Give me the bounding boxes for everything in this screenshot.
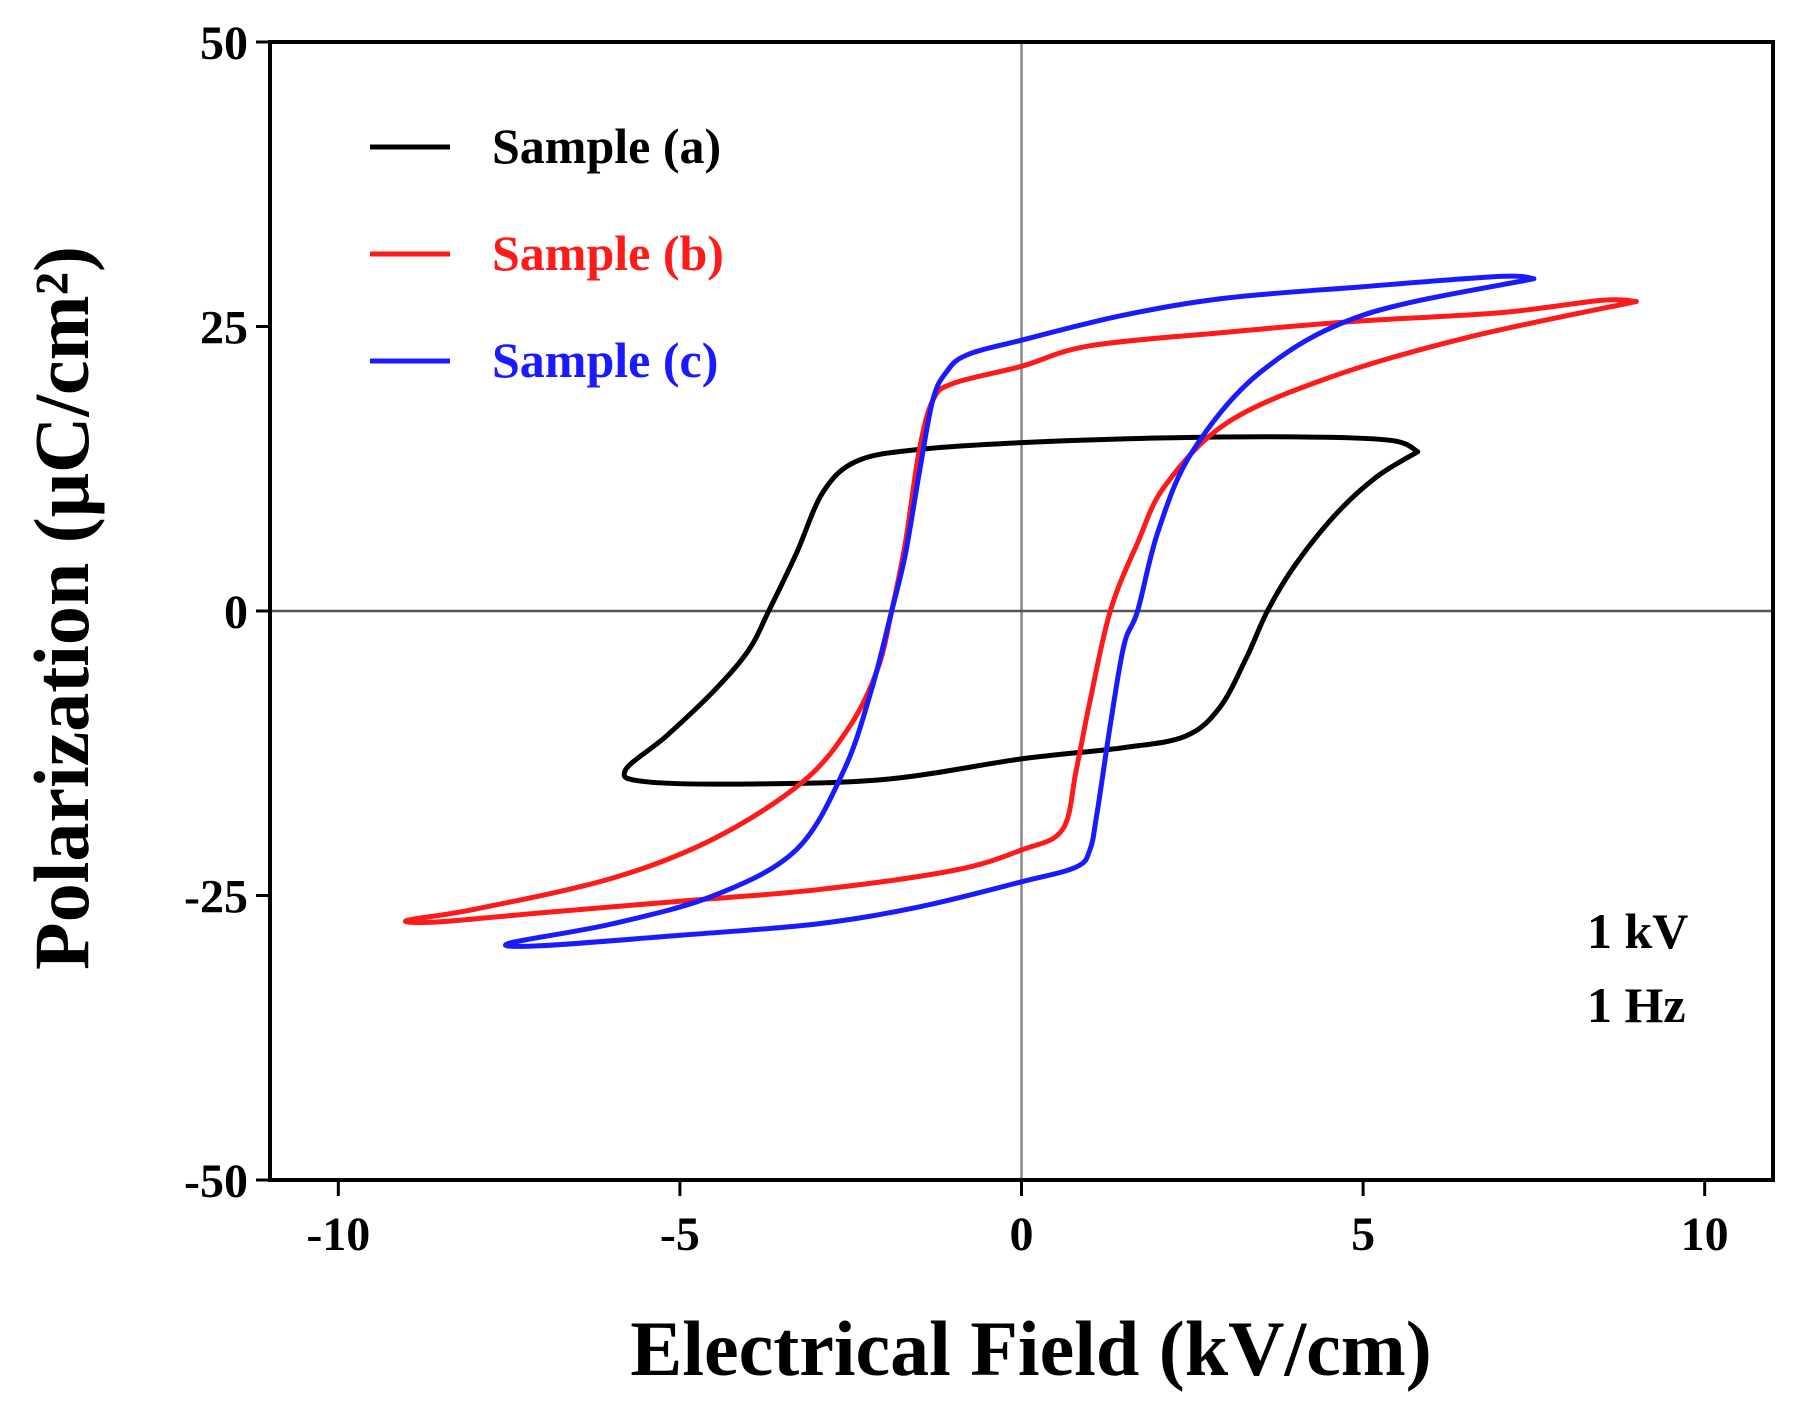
legend-label: Sample (b) bbox=[492, 225, 724, 281]
x-tick-label: 0 bbox=[1010, 1208, 1034, 1261]
legend-label: Sample (c) bbox=[492, 332, 718, 388]
y-tick-label: 25 bbox=[200, 302, 248, 355]
series-line-b bbox=[402, 297, 1639, 925]
y-tick-label: 50 bbox=[200, 17, 248, 70]
x-tick-label: -10 bbox=[306, 1208, 370, 1261]
annotation-line: 1 kV bbox=[1587, 903, 1688, 959]
annotation-line: 1 Hz bbox=[1587, 977, 1686, 1033]
y-tick-label: -50 bbox=[184, 1155, 248, 1208]
legend: Sample (a) Sample (b) Sample (c) bbox=[370, 118, 724, 388]
annotation: 1 kV 1 Hz bbox=[1587, 903, 1688, 1033]
y-tick-label: -25 bbox=[184, 871, 248, 924]
y-tick-label: 0 bbox=[224, 586, 248, 639]
series-line-c bbox=[503, 273, 1537, 949]
x-axis-label: Electrical Field (kV/cm) bbox=[630, 1305, 1431, 1392]
y-axis-label: Polarization (μC/cm²) bbox=[18, 246, 105, 970]
series-layer bbox=[402, 273, 1639, 949]
series-line-a bbox=[621, 434, 1421, 787]
legend-label: Sample (a) bbox=[492, 118, 721, 174]
x-tick-label: 10 bbox=[1681, 1208, 1729, 1261]
x-tick-label: -5 bbox=[660, 1208, 700, 1261]
x-tick-label: 5 bbox=[1351, 1208, 1375, 1261]
zero-lines bbox=[270, 42, 1773, 1180]
